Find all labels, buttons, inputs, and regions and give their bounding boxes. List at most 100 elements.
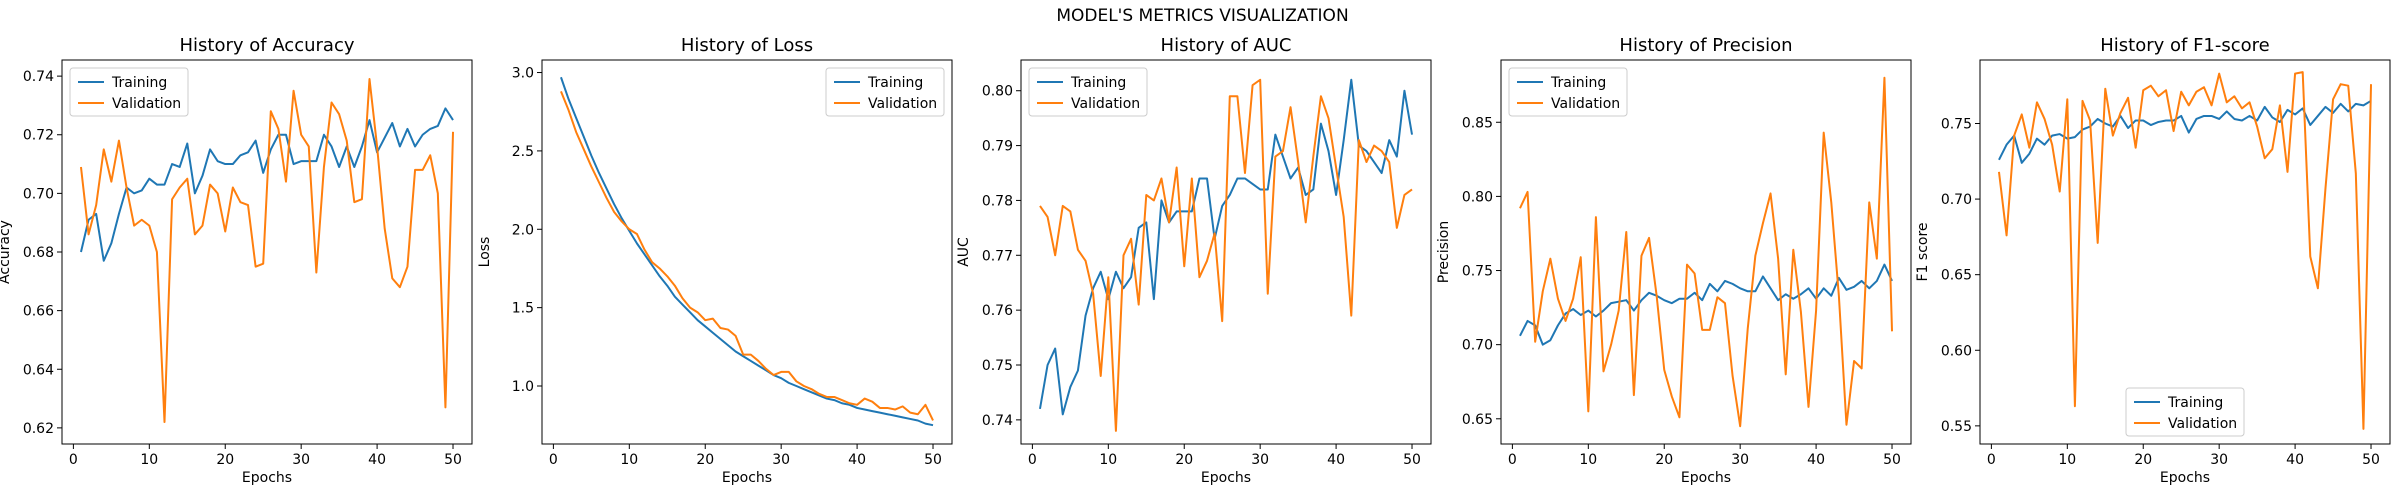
auc-y-tick-label: 0.74 xyxy=(982,413,1013,429)
loss-legend-training-label: Training xyxy=(867,75,923,91)
loss-x-tick-label: 40 xyxy=(848,452,866,468)
precision-y-tick-label: 0.85 xyxy=(1462,115,1493,131)
accuracy-x-axis-label: Epochs xyxy=(242,470,292,486)
accuracy-x-tick-label: 40 xyxy=(368,452,386,468)
loss-y-tick-label: 1.5 xyxy=(512,301,534,317)
f1-score-training-line xyxy=(1998,99,2372,164)
precision-y-tick-label: 0.65 xyxy=(1462,412,1493,428)
f1-score-legend: Training Validation xyxy=(2125,387,2245,437)
auc-training-line xyxy=(1038,78,1414,416)
precision-x-axis-label: Epochs xyxy=(1681,470,1731,486)
loss-x-tick-label: 0 xyxy=(549,452,558,468)
auc-y-tick-label: 0.76 xyxy=(982,303,1013,319)
precision-legend-validation-label: Validation xyxy=(1551,96,1620,112)
auc-x-tick-label: 0 xyxy=(1028,452,1037,468)
auc-y-tick-label: 0.79 xyxy=(982,139,1013,155)
auc-x-tick-label: 30 xyxy=(1251,452,1269,468)
auc-chart: History of AUC 0 10 20 30 40 50 0.74 0.75 0.76 0.7… xyxy=(956,35,1432,486)
f1-score-x-tick-label: 20 xyxy=(2134,452,2152,468)
auc-legend-training-label: Training xyxy=(1070,75,1126,91)
loss-x-tick-label: 30 xyxy=(772,452,790,468)
f1-score-x-tick-label: 30 xyxy=(2210,452,2228,468)
accuracy-x-tick-label: 50 xyxy=(444,452,462,468)
f1-score-x-tick-label: 40 xyxy=(2286,452,2304,468)
f1-score-x-tick-label: 10 xyxy=(2058,452,2076,468)
accuracy-axes-frame xyxy=(61,59,473,445)
precision-y-tick-label: 0.75 xyxy=(1462,264,1493,280)
f1-score-y-tick-label: 0.65 xyxy=(1941,268,1972,284)
auc-chart-title: History of AUC xyxy=(1161,35,1292,56)
accuracy-y-tick-label: 0.74 xyxy=(23,69,54,85)
accuracy-legend: Training Validation xyxy=(69,67,189,117)
auc-x-tick-label: 20 xyxy=(1175,452,1193,468)
auc-validation-line xyxy=(1039,78,1413,432)
loss-x-tick-label: 20 xyxy=(696,452,714,468)
auc-axes-frame xyxy=(1020,59,1432,445)
precision-x-tick-label: 20 xyxy=(1655,452,1673,468)
f1-score-legend-validation-label: Validation xyxy=(2168,416,2237,432)
auc-y-tick-label: 0.77 xyxy=(982,248,1013,264)
f1-score-x-tick-label: 0 xyxy=(1987,452,1996,468)
accuracy-y-tick-label: 0.68 xyxy=(23,245,54,261)
f1-score-axes-frame xyxy=(1979,59,2391,445)
accuracy-x-tick-label: 20 xyxy=(216,452,234,468)
f1-score-y-tick-label: 0.60 xyxy=(1941,343,1972,359)
f1-score-y-tick-label: 0.75 xyxy=(1941,116,1972,132)
loss-x-tick-label: 50 xyxy=(924,452,942,468)
precision-x-tick-label: 40 xyxy=(1807,452,1825,468)
f1-score-legend-training-label: Training xyxy=(2167,395,2223,411)
loss-legend-validation-label: Validation xyxy=(868,96,937,112)
loss-y-tick-label: 1.0 xyxy=(512,379,534,395)
accuracy-x-tick-label: 30 xyxy=(292,452,310,468)
loss-y-tick-label: 3.0 xyxy=(512,66,534,82)
f1-score-x-axis-label: Epochs xyxy=(2160,470,2210,486)
auc-y-tick-label: 0.80 xyxy=(982,84,1013,100)
auc-legend: Training Validation xyxy=(1028,67,1148,117)
accuracy-y-tick-label: 0.66 xyxy=(23,304,54,320)
loss-y-axis-label: Loss xyxy=(477,237,493,268)
loss-x-axis-label: Epochs xyxy=(722,470,772,486)
accuracy-x-tick-label: 10 xyxy=(140,452,158,468)
accuracy-chart-title: History of Accuracy xyxy=(179,35,354,56)
auc-x-tick-label: 40 xyxy=(1327,452,1345,468)
auc-y-axis-label: AUC xyxy=(956,237,972,267)
accuracy-x-tick-label: 0 xyxy=(69,452,78,468)
accuracy-validation-line xyxy=(79,78,455,424)
accuracy-chart: History of Accuracy 0 10 20 30 40 50 0.62 0.64 0.… xyxy=(0,35,473,486)
accuracy-y-tick-label: 0.72 xyxy=(23,128,54,144)
loss-axes-frame xyxy=(541,59,953,445)
f1-score-x-tick-label: 50 xyxy=(2362,452,2380,468)
loss-y-tick-label: 2.5 xyxy=(512,144,534,160)
f1-score-chart-title: History of F1-score xyxy=(2100,35,2270,56)
precision-chart-title: History of Precision xyxy=(1619,35,1792,56)
auc-x-tick-label: 10 xyxy=(1099,452,1117,468)
auc-x-axis-label: Epochs xyxy=(1201,470,1251,486)
precision-chart: History of Precision 0 10 20 30 40 50 0.65 0.70 0… xyxy=(1436,35,1912,486)
auc-y-tick-label: 0.78 xyxy=(982,193,1013,209)
f1-score-y-tick-label: 0.70 xyxy=(1941,192,1972,208)
loss-validation-line xyxy=(560,90,934,421)
auc-x-tick-label: 50 xyxy=(1403,452,1421,468)
f1-score-y-tick-label: 0.55 xyxy=(1941,419,1972,435)
figure-title: MODEL'S METRICS VISUALIZATION xyxy=(1056,6,1349,26)
precision-x-tick-label: 0 xyxy=(1508,452,1517,468)
precision-validation-line xyxy=(1519,76,1894,428)
f1-score-y-axis-label: F1 score xyxy=(1915,222,1931,281)
loss-y-tick-label: 2.0 xyxy=(512,222,534,238)
accuracy-legend-validation-label: Validation xyxy=(112,96,181,112)
accuracy-y-tick-label: 0.64 xyxy=(23,362,54,378)
precision-y-tick-label: 0.80 xyxy=(1462,189,1493,205)
loss-chart: History of Loss 0 10 20 30 40 50 1.0 1.5 2.0 2.5 3.… xyxy=(477,35,953,486)
loss-legend: Training Validation xyxy=(825,67,945,117)
f1-score-validation-line xyxy=(1997,71,2373,430)
accuracy-y-tick-label: 0.70 xyxy=(23,186,54,202)
loss-training-line xyxy=(560,76,934,427)
accuracy-training-line xyxy=(80,107,454,262)
precision-x-tick-label: 50 xyxy=(1883,452,1901,468)
auc-y-tick-label: 0.75 xyxy=(982,358,1013,374)
precision-y-axis-label: Precision xyxy=(1436,221,1452,283)
accuracy-y-axis-label: Accuracy xyxy=(0,220,13,284)
precision-y-tick-label: 0.70 xyxy=(1462,338,1493,354)
f1-score-chart: History of F1-score 0 10 20 30 40 50 0.55 0.60 0.… xyxy=(1915,35,2391,486)
